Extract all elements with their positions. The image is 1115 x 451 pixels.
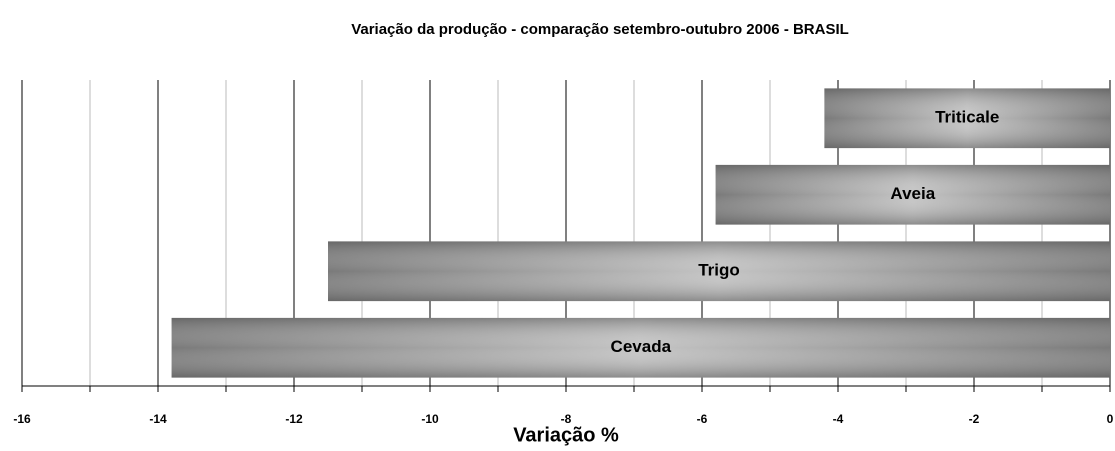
x-tick-label: -4	[833, 412, 844, 426]
bar-shade	[824, 88, 1110, 149]
x-tick-label: -12	[285, 412, 303, 426]
x-tick-label: -16	[13, 412, 31, 426]
bar-shade	[328, 241, 1110, 302]
x-axis-label: Variação %	[513, 424, 619, 446]
bar-label: Trigo	[698, 261, 740, 280]
bar-label: Aveia	[890, 184, 935, 203]
x-tick-label: -8	[561, 412, 572, 426]
bar-label: Cevada	[611, 337, 672, 356]
chart-title: Variação da produção - comparação setemb…	[351, 21, 849, 38]
x-tick-label: -14	[149, 412, 167, 426]
bar-label: Triticale	[935, 108, 999, 127]
x-tick-label: -6	[697, 412, 708, 426]
x-tick-label: -2	[969, 412, 980, 426]
bar-shade	[171, 317, 1111, 378]
bar-shade	[715, 164, 1110, 225]
x-tick-label: 0	[1107, 412, 1114, 426]
x-tick-label: -10	[421, 412, 439, 426]
